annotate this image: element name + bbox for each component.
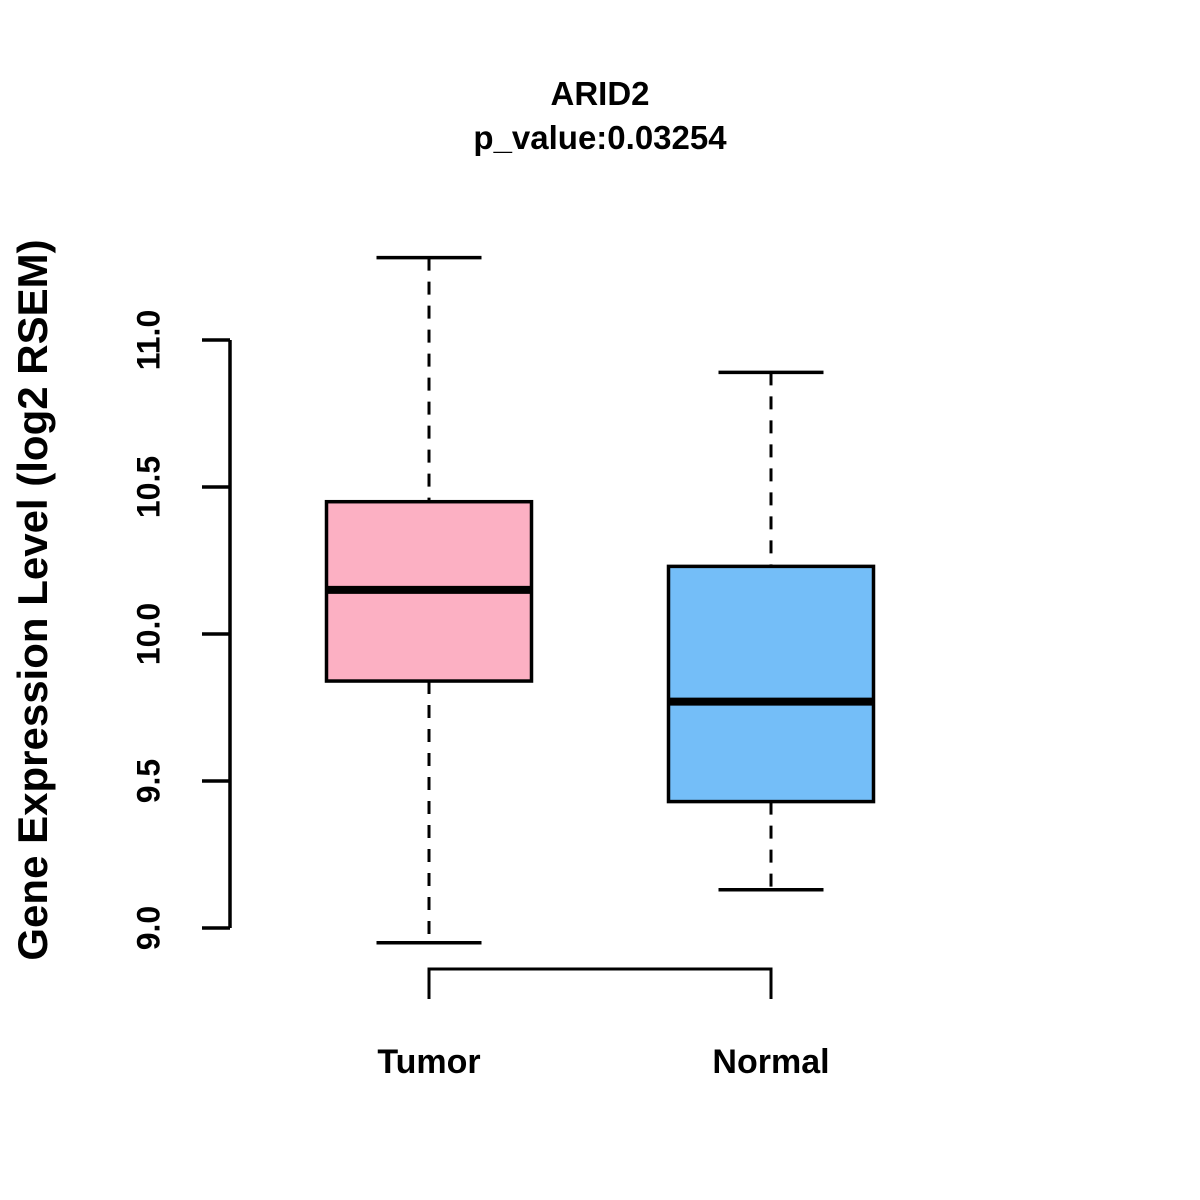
comparison-bracket — [427, 967, 773, 999]
chart-title: ARID2 — [550, 75, 650, 112]
y-tick-label: 10.0 — [130, 603, 166, 665]
y-tick-label: 11.0 — [130, 310, 166, 371]
y-tick-label: 9.0 — [130, 906, 166, 950]
x-category-label-normal: Normal — [712, 1043, 829, 1081]
y-tick-label: 9.5 — [130, 759, 166, 803]
box-normal — [666, 564, 876, 804]
x-category-label-tumor: Tumor — [377, 1043, 480, 1081]
y-tick-label: 10.5 — [130, 456, 166, 518]
chart-subtitle-pvalue: p_value:0.03254 — [473, 119, 727, 156]
